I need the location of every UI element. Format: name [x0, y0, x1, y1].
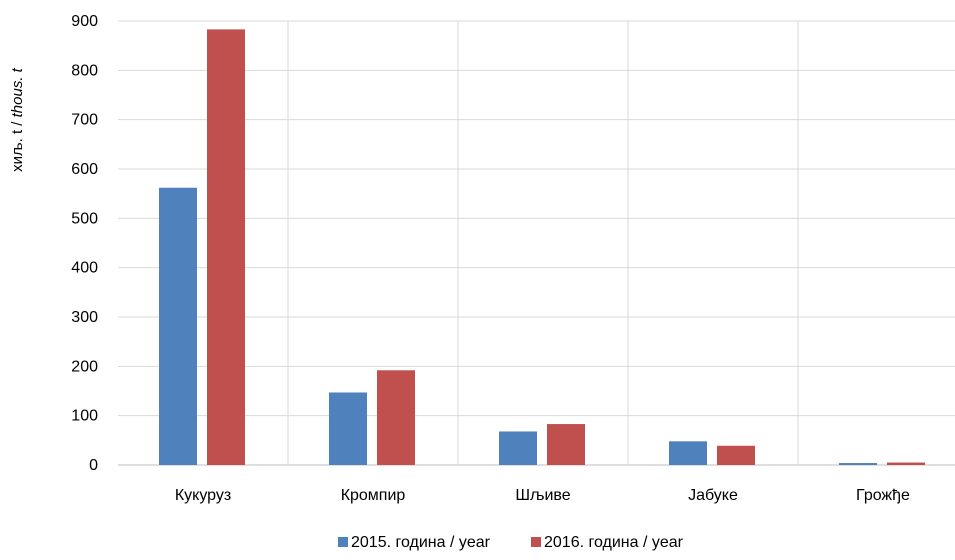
y-tick-label: 500 — [71, 210, 98, 227]
bar-2015 — [329, 392, 367, 465]
legend-swatch-2016 — [531, 537, 541, 547]
x-tick-label: Грожђе — [856, 487, 910, 504]
y-axis-label: хиљ. t / thous. t — [9, 67, 26, 172]
y-tick-label: 800 — [71, 62, 98, 79]
bar-2016 — [547, 424, 585, 465]
y-tick-label: 600 — [71, 161, 98, 178]
y-tick-label: 400 — [71, 260, 98, 277]
y-axis-label-latin: thous. t — [9, 67, 26, 117]
y-tick-label: 700 — [71, 112, 98, 129]
bars — [159, 29, 925, 466]
bar-2016 — [207, 29, 245, 466]
legend-swatch-2015 — [338, 537, 348, 547]
x-axis-labels: Кукуруз Кромпир Шљиве Јабуке Грожђе — [175, 487, 910, 504]
bar-2015 — [669, 441, 707, 465]
bar-2016 — [887, 462, 925, 465]
y-tick-label: 0 — [89, 457, 98, 474]
y-tick-label: 100 — [71, 408, 98, 425]
legend-label-2016: 2016. година / year — [544, 534, 684, 551]
bar-2015 — [499, 431, 537, 465]
x-tick-label: Шљиве — [515, 487, 570, 504]
grid — [118, 20, 955, 466]
y-axis-label-cyrillic: хиљ. t — [9, 129, 26, 172]
y-axis-label-sep: / — [9, 117, 26, 130]
x-tick-label: Кромпир — [341, 487, 406, 504]
legend: 2015. година / year 2016. година / year — [338, 534, 684, 551]
bar-2015 — [159, 187, 197, 465]
y-axis-ticks: 0 100 200 300 400 500 600 700 800 900 — [71, 13, 98, 474]
x-tick-label: Јабуке — [688, 487, 738, 504]
bar-2016 — [377, 370, 415, 465]
bar-2015 — [839, 463, 877, 465]
y-tick-label: 200 — [71, 358, 98, 375]
y-tick-label: 300 — [71, 309, 98, 326]
x-tick-label: Кукуруз — [175, 487, 231, 504]
legend-label-2015: 2015. година / year — [351, 534, 491, 551]
bar-2016 — [717, 445, 755, 465]
y-tick-label: 900 — [71, 13, 98, 30]
